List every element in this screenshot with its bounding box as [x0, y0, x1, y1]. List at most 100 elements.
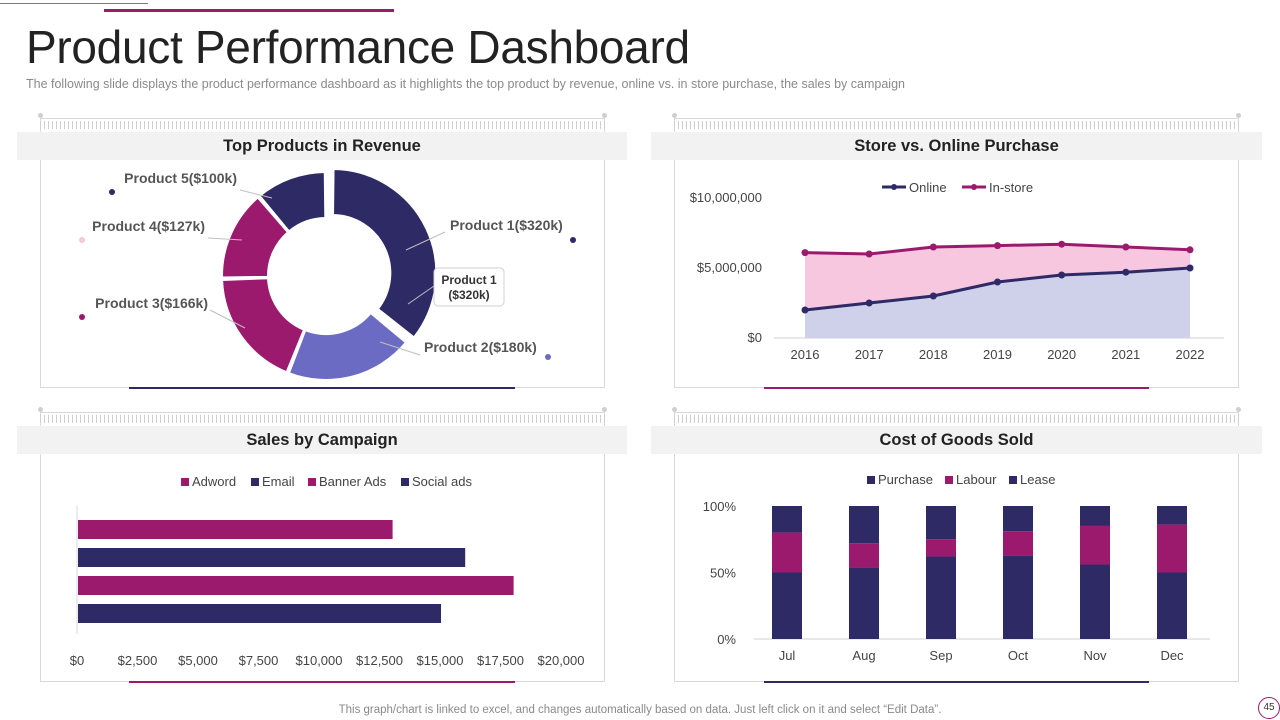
in-store-point [865, 250, 873, 258]
legend-label: Purchase [878, 472, 933, 487]
page-title: Product Performance Dashboard [26, 21, 690, 73]
cogs-bar-segment [1003, 506, 1033, 532]
campaign-bar [78, 604, 441, 623]
y-tick-label: 0% [717, 632, 736, 647]
donut-leader-line [379, 341, 421, 356]
footer-note: This graph/chart is linked to excel, and… [338, 704, 942, 716]
campaign-bar [78, 548, 466, 567]
legend-label: Online [909, 180, 947, 195]
donut-label: Product 4($127k) [92, 218, 205, 234]
in-store-point [994, 242, 1001, 250]
x-tick-label: 2019 [983, 347, 1012, 362]
cogs-bar-segment [772, 532, 802, 573]
x-tick-label: $0 [70, 653, 84, 668]
cogs-bar-segment [926, 506, 956, 540]
legend-swatch [181, 478, 189, 486]
y-tick-label: $5,000,000 [697, 260, 762, 275]
online-area [805, 268, 1190, 338]
cogs-bar-segment [926, 556, 956, 639]
panel-ruler [40, 415, 605, 423]
x-tick-label: Jul [779, 648, 796, 663]
legend-label: Social ads [412, 474, 472, 489]
panel-underline [764, 387, 1149, 389]
panel-underline [129, 387, 515, 389]
page-number: 45 [1258, 697, 1280, 719]
x-tick-label: Aug [852, 648, 875, 663]
online-point [865, 299, 873, 307]
purchase-area-chart: Online In-store $0 $5,000,000 $10,000,000 201… [690, 180, 1224, 362]
page-subtitle: The following slide displays the product… [26, 77, 905, 91]
legend-swatch [867, 476, 875, 484]
cogs-bar-segment [772, 572, 802, 639]
cogs-bar-segment [1157, 572, 1187, 639]
donut-label-marker [570, 237, 576, 243]
x-tick-label: 2021 [1111, 347, 1140, 362]
legend-label: Lease [1020, 472, 1055, 487]
panel-header-purchase: Store vs. Online Purchase [651, 132, 1262, 160]
panel-corner-dot [602, 407, 607, 412]
callout-box [433, 267, 505, 307]
x-tick-label: Oct [1008, 648, 1029, 663]
legend-label: Banner Ads [319, 474, 387, 489]
panel-corner-dot [1236, 407, 1241, 412]
legend-swatch [1009, 476, 1017, 484]
donut-label-marker [109, 189, 115, 195]
legend-marker [971, 184, 977, 190]
online-point [1122, 268, 1130, 276]
donut-label: Product 1($320k) [450, 217, 563, 233]
cogs-bar-segment [1157, 506, 1187, 525]
x-tick-label: Nov [1083, 648, 1107, 663]
legend-label: Adword [192, 474, 236, 489]
online-point [994, 278, 1001, 286]
donut-label-marker [545, 354, 551, 360]
x-tick-label: $12,500 [356, 653, 403, 668]
cogs-bar-segment [849, 506, 879, 544]
campaign-bar [78, 576, 514, 595]
donut-slice [221, 196, 290, 279]
x-tick-label: $7,500 [239, 653, 279, 668]
panel-ruler [40, 121, 605, 129]
panel-corner-dot [38, 407, 43, 412]
panel-header-revenue: Top Products in Revenue [17, 132, 627, 160]
cogs-bar-segment [1003, 555, 1033, 639]
donut-label: Product 5($100k) [124, 170, 237, 186]
campaign-bar-chart: Adword Email Banner Ads Social ads $0 $2,500 $… [70, 474, 585, 668]
panel-frame-cogs [674, 412, 1239, 682]
donut-label: Product 3($166k) [95, 295, 208, 311]
panel-corner-dot [602, 113, 607, 118]
x-tick-label: $10,000 [296, 653, 343, 668]
online-point [801, 306, 809, 314]
panel-header-campaign: Sales by Campaign [17, 426, 627, 454]
x-tick-label: Dec [1160, 648, 1184, 663]
top-accent-rule [104, 9, 394, 12]
donut-label-marker [79, 237, 85, 243]
legend-swatch [308, 478, 316, 486]
panel-corner-dot [672, 407, 677, 412]
online-point [1058, 271, 1066, 279]
in-store-point [1058, 240, 1066, 248]
legend-swatch [945, 476, 953, 484]
online-point [929, 292, 937, 300]
donut-label-marker [79, 314, 85, 320]
x-tick-label: Sep [929, 648, 952, 663]
top-accent-rule-grey [0, 3, 148, 4]
cogs-stacked-bar-chart: Purchase Labour Lease 0% 50% 100% Jul Aug Sep Oct… [703, 472, 1210, 663]
x-tick-label: $17,500 [477, 653, 524, 668]
y-tick-label: 50% [710, 566, 736, 581]
cogs-bar-segment [1080, 506, 1110, 526]
donut-label: Product 2($180k) [424, 339, 537, 355]
in-store-point [1122, 243, 1130, 251]
in-store-area [805, 244, 1190, 310]
campaign-bar [78, 520, 393, 539]
legend-marker [891, 184, 897, 190]
cogs-bar-segment [849, 567, 879, 639]
x-tick-label: 2017 [855, 347, 884, 362]
donut-leader-line [405, 231, 446, 251]
revenue-donut-chart: Product 1($320k) Product 2($180k) Product … [79, 167, 576, 381]
legend-label: Labour [956, 472, 997, 487]
donut-leader-line [209, 309, 246, 329]
x-tick-label: 2018 [919, 347, 948, 362]
legend-swatch [251, 478, 259, 486]
panel-corner-dot [1236, 113, 1241, 118]
donut-slice [221, 277, 306, 374]
